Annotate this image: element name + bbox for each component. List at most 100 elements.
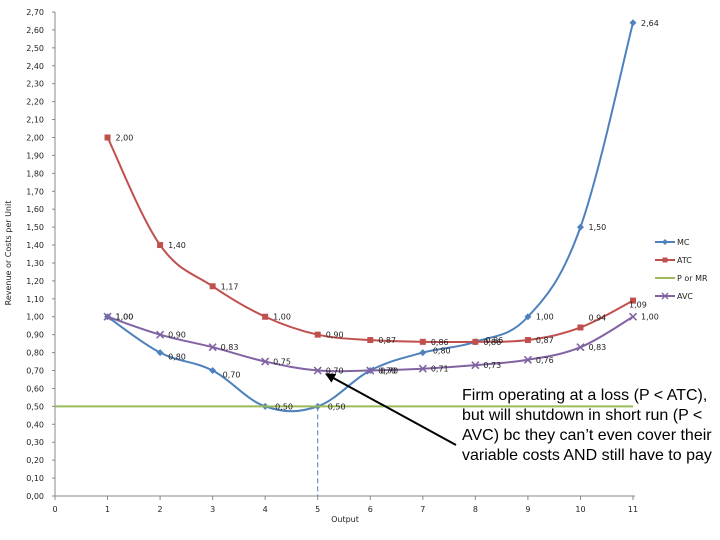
x-tick-label: 1 xyxy=(105,505,110,514)
legend: MC ATC P or MR AVC xyxy=(655,238,708,301)
x-tick-labels: 0 1 2 3 4 5 6 7 8 9 10 11 xyxy=(52,496,638,514)
point-atc xyxy=(262,314,268,320)
data-label-atc: 0,86 xyxy=(431,338,449,347)
data-label-mc: 0,80 xyxy=(433,347,451,356)
data-label-atc: 1,17 xyxy=(221,282,239,291)
y-tick-label: 0,80 xyxy=(26,349,44,358)
x-tick-label: 6 xyxy=(368,505,373,514)
series-line-mc xyxy=(108,23,633,411)
data-label-mc: 0,70 xyxy=(223,371,241,380)
data-label-avc: 0,70 xyxy=(378,367,396,376)
legend-marker-mc xyxy=(662,239,668,245)
point-avc xyxy=(630,313,637,320)
data-label-avc: 0,76 xyxy=(536,356,554,365)
point-mc xyxy=(577,224,584,231)
y-tick-label: 1,90 xyxy=(26,151,44,160)
legend-label-mc: MC xyxy=(677,238,690,247)
data-label-atc: 1,09 xyxy=(629,301,647,310)
point-atc xyxy=(367,337,373,343)
data-label-mc: 0,80 xyxy=(168,353,186,362)
legend-marker-atc xyxy=(663,258,668,263)
data-label-avc: 0,73 xyxy=(483,361,501,370)
data-label-mc: 2,64 xyxy=(641,19,659,28)
data-label-avc: 1,00 xyxy=(641,313,659,322)
series-line-atc xyxy=(108,137,633,342)
data-label-avc: 0,75 xyxy=(273,358,291,367)
data-label-atc: 0,86 xyxy=(483,338,501,347)
y-tick-label: 1,30 xyxy=(26,259,44,268)
point-mc xyxy=(630,19,637,26)
y-axis-title: Revenue or Costs per Unit xyxy=(4,201,13,306)
data-label-atc: 0,90 xyxy=(326,331,344,340)
point-atc xyxy=(420,339,426,345)
legend-label-avc: AVC xyxy=(677,292,693,301)
x-tick-label: 0 xyxy=(52,505,57,514)
series-line-avc xyxy=(108,317,633,372)
y-tick-label: 0,50 xyxy=(26,402,44,411)
data-label-atc: 0,87 xyxy=(536,336,554,345)
y-tick-label: 0,90 xyxy=(26,331,44,340)
y-tick-label: 2,60 xyxy=(26,26,44,35)
data-label-atc: 0,87 xyxy=(378,336,396,345)
data-label-mc: 0,50 xyxy=(328,402,346,411)
data-label-avc: 0,83 xyxy=(221,343,239,352)
x-tick-label: 7 xyxy=(420,505,425,514)
y-tick-label: 2,30 xyxy=(26,80,44,89)
annotation-text: Firm operating at a loss (P < ATC), but … xyxy=(462,386,712,466)
y-tick-label: 1,70 xyxy=(26,187,44,196)
y-tick-label: 0,10 xyxy=(26,474,44,483)
data-label-avc: 0,90 xyxy=(168,331,186,340)
y-tick-label: 2,50 xyxy=(26,44,44,53)
point-atc xyxy=(210,283,216,289)
y-tick-label: 1,20 xyxy=(26,277,44,286)
point-atc xyxy=(525,337,531,343)
series-layer xyxy=(55,19,637,411)
x-tick-label: 4 xyxy=(263,505,268,514)
data-label-mc: 0,50 xyxy=(275,402,293,411)
x-tick-label: 9 xyxy=(525,505,530,514)
y-tick-label: 1,50 xyxy=(26,223,44,232)
legend-label-p-or-mr: P or MR xyxy=(677,274,708,283)
y-tick-label: 0,00 xyxy=(26,492,44,501)
y-tick-label: 1,10 xyxy=(26,295,44,304)
y-tick-label: 2,70 xyxy=(26,8,44,17)
point-mc xyxy=(419,349,426,356)
point-mc xyxy=(157,349,164,356)
data-label-mc: 1,00 xyxy=(536,313,554,322)
y-tick-label: 0,70 xyxy=(26,367,44,376)
data-label-atc: 0,94 xyxy=(588,313,606,322)
point-atc xyxy=(577,324,583,330)
data-label-avc: 0,70 xyxy=(326,367,344,376)
x-tick-label: 5 xyxy=(315,505,320,514)
y-tick-label: 1,80 xyxy=(26,169,44,178)
data-label-mc: 1,50 xyxy=(588,223,606,232)
y-tick-labels: 0,00 0,10 0,20 0,30 0,40 0,50 0,60 0,70 0,80 0,90… xyxy=(26,8,55,501)
y-tick-label: 0,60 xyxy=(26,384,44,393)
point-atc xyxy=(157,242,163,248)
y-tick-label: 1,00 xyxy=(26,313,44,322)
data-label-atc: 1,00 xyxy=(273,313,291,322)
y-tick-label: 2,00 xyxy=(26,133,44,142)
point-atc xyxy=(315,332,321,338)
data-label-avc: 0,83 xyxy=(588,343,606,352)
point-atc xyxy=(472,339,478,345)
y-tick-label: 2,20 xyxy=(26,98,44,107)
x-tick-label: 11 xyxy=(628,505,638,514)
x-tick-label: 8 xyxy=(473,505,478,514)
data-label-avc: 1,00 xyxy=(116,313,134,322)
y-tick-label: 2,10 xyxy=(26,116,44,125)
y-tick-label: 1,60 xyxy=(26,205,44,214)
x-tick-label: 2 xyxy=(158,505,163,514)
legend-label-atc: ATC xyxy=(677,256,692,265)
data-label-atc: 1,40 xyxy=(168,241,186,250)
y-tick-label: 2,40 xyxy=(26,62,44,71)
y-tick-label: 0,30 xyxy=(26,438,44,447)
data-labels-layer: 1,000,800,700,50 0,500,700,800,861,001,50… xyxy=(116,19,659,412)
x-tick-label: 10 xyxy=(575,505,585,514)
data-label-avc: 0,71 xyxy=(431,365,449,374)
x-axis-title: Output xyxy=(331,515,359,524)
x-tick-label: 3 xyxy=(210,505,215,514)
y-tick-label: 0,20 xyxy=(26,456,44,465)
y-tick-label: 1,40 xyxy=(26,241,44,250)
point-atc xyxy=(105,134,111,140)
